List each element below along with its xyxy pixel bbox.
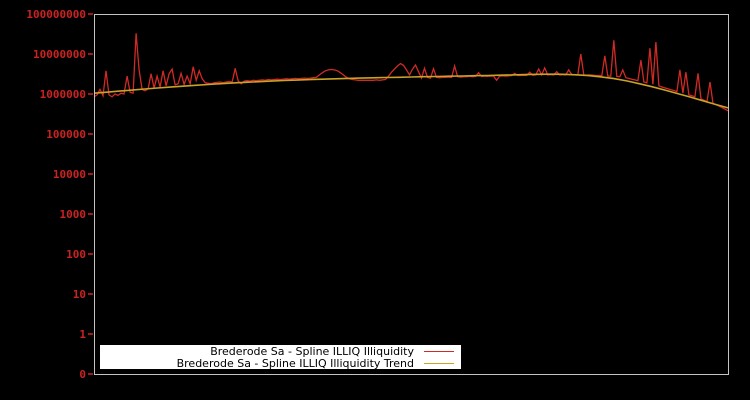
legend-line-sample-trend <box>424 362 454 364</box>
plot-frame <box>94 14 729 375</box>
y-axis-tick-label: 1000000 <box>40 88 86 101</box>
legend-line-sample-illiquidity <box>424 350 454 352</box>
y-axis-tick-label: 100000 <box>46 128 86 141</box>
y-axis-tick-label: 1 <box>79 328 86 341</box>
legend-label-trend: Brederode Sa - Spline ILLIQ Illiquidity … <box>176 356 414 370</box>
y-axis-tick-label: 10 <box>73 288 86 301</box>
legend-label-illiquidity: Brederode Sa - Spline ILLIQ Illiquidity <box>210 344 414 358</box>
y-axis-tick-label: 1000 <box>60 208 87 221</box>
y-axis-tick-label: 0 <box>79 368 86 381</box>
y-axis-tick-label: 100 <box>66 248 86 261</box>
y-axis-tick-label: 100000000 <box>26 8 86 21</box>
y-axis-tick-label: 10000000 <box>33 48 86 61</box>
legend-box: Brederode Sa - Spline ILLIQ Illiquidity … <box>100 345 461 369</box>
y-axis-tick-label: 10000 <box>53 168 86 181</box>
legend-row-trend: Brederode Sa - Spline ILLIQ Illiquidity … <box>100 357 461 369</box>
series-line-1 <box>93 73 729 109</box>
series-line-0 <box>93 33 729 112</box>
legend-row-illiquidity: Brederode Sa - Spline ILLIQ Illiquidity <box>100 345 461 357</box>
